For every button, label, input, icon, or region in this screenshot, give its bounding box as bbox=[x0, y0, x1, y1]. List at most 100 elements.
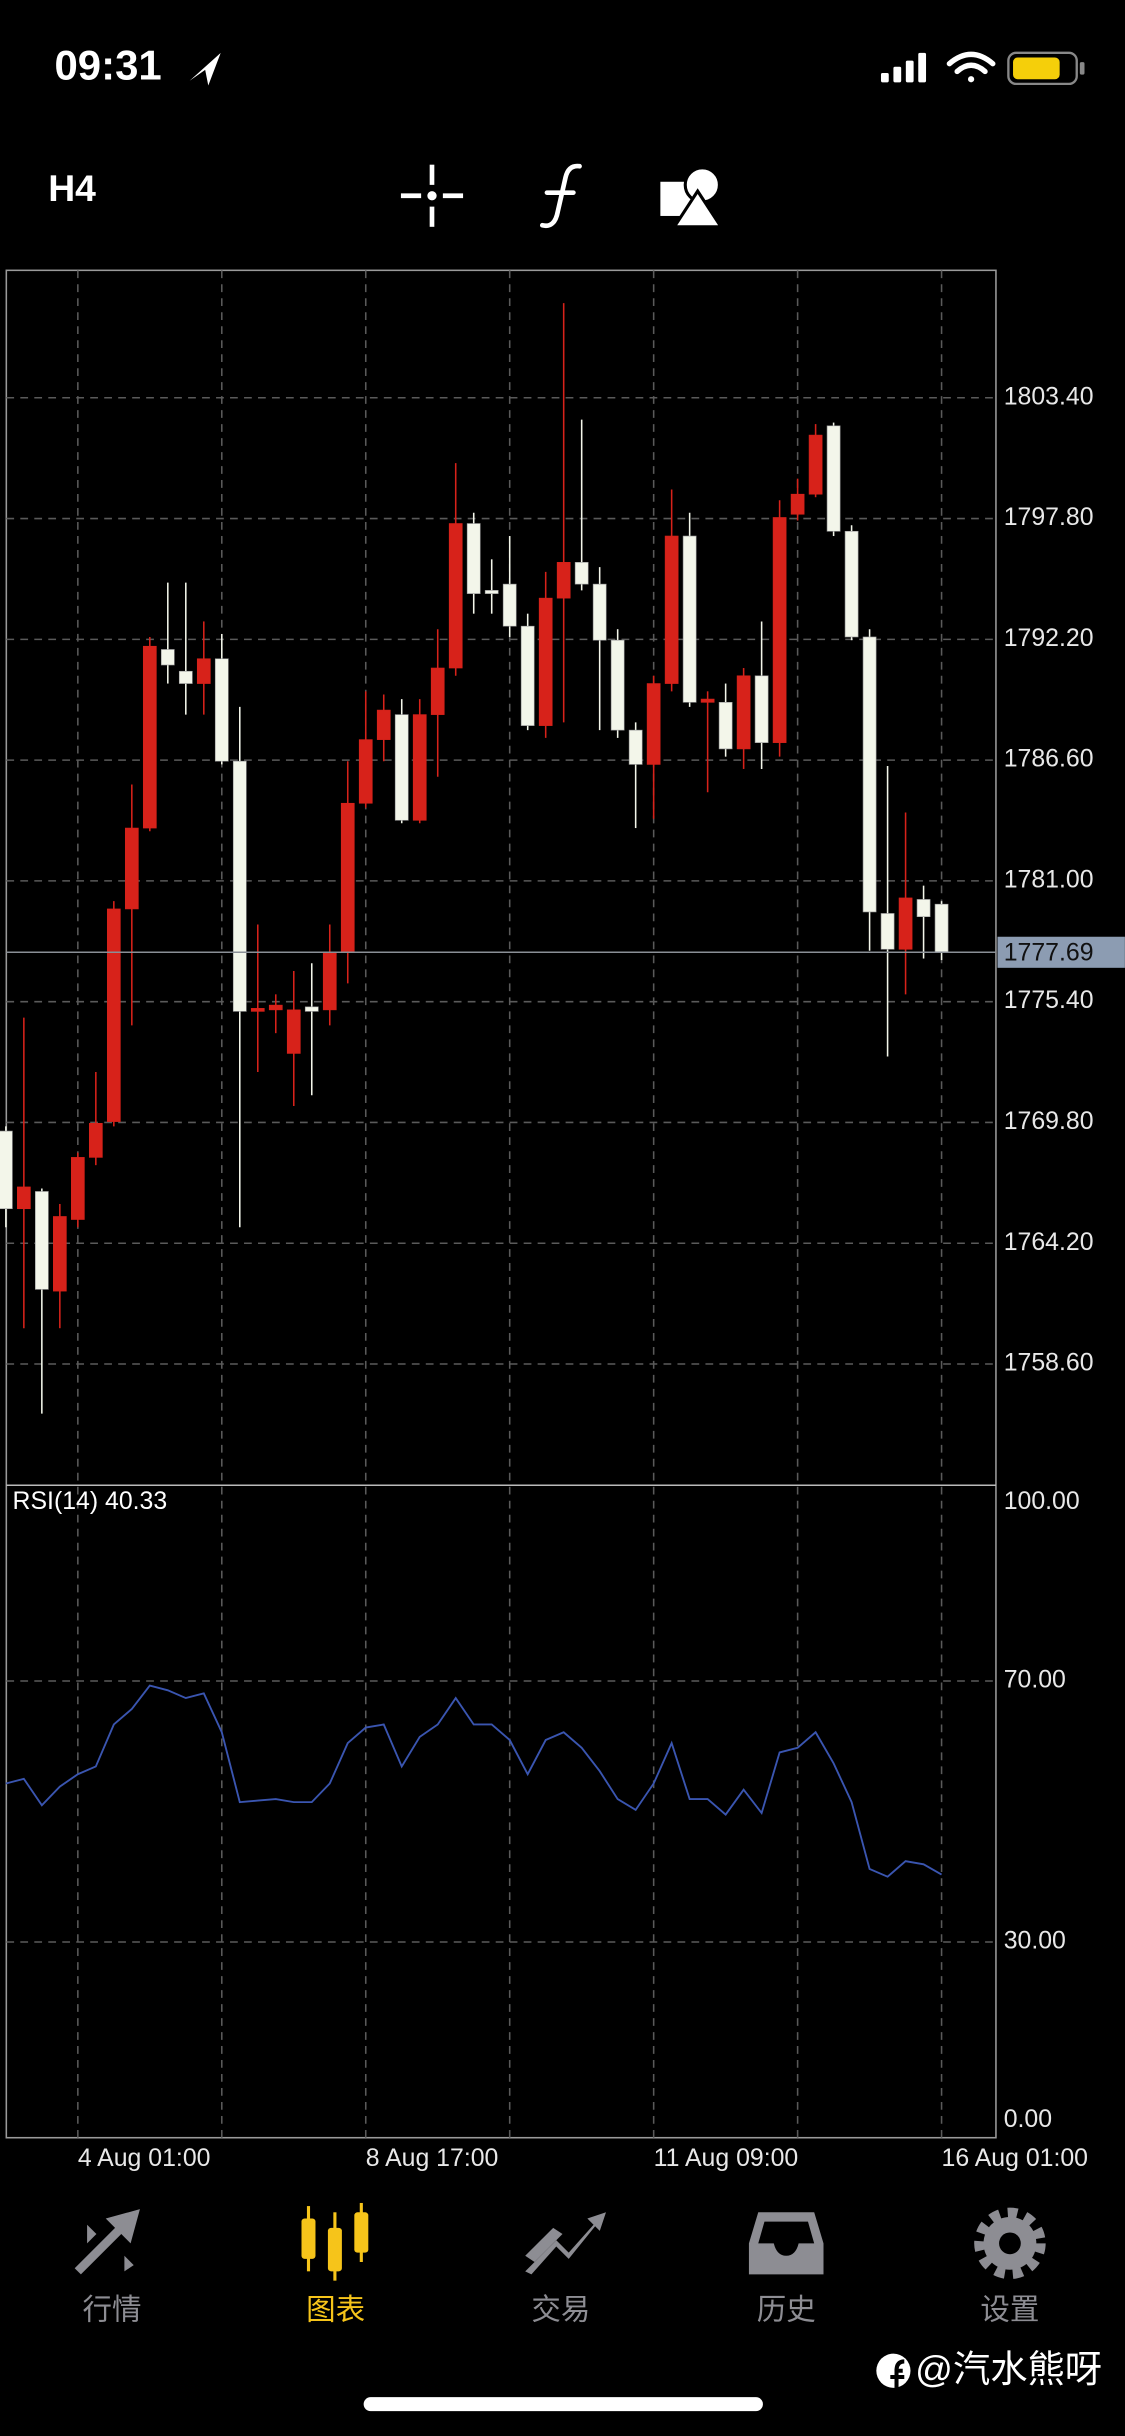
y-tick-label: 1775.40 bbox=[1004, 987, 1094, 1014]
candle-body bbox=[628, 729, 643, 765]
candle-body bbox=[754, 675, 769, 743]
battery-icon bbox=[1007, 51, 1085, 86]
candle-body bbox=[790, 493, 805, 515]
x-tick-label: 4 Aug 01:00 bbox=[78, 2145, 211, 2172]
candle-body bbox=[376, 709, 391, 740]
y-tick-label: 1792.20 bbox=[1004, 625, 1094, 652]
candle-body bbox=[718, 702, 733, 750]
candle-body bbox=[70, 1157, 85, 1220]
candle-body bbox=[340, 802, 355, 953]
tab-icon-settings[interactable] bbox=[974, 2207, 1046, 2280]
candle-body bbox=[53, 1216, 67, 1292]
y-tick-label: 1764.20 bbox=[1004, 1229, 1094, 1256]
candle-body bbox=[844, 530, 859, 638]
tab-icon-chart[interactable] bbox=[301, 2202, 369, 2281]
timeframe-button[interactable]: H4 bbox=[48, 167, 96, 209]
candle-body bbox=[214, 658, 229, 762]
candle-body bbox=[916, 899, 931, 918]
candle-body bbox=[0, 1130, 13, 1210]
wifi-icon bbox=[946, 51, 996, 83]
tab-label[interactable]: 设置 bbox=[980, 2294, 1039, 2327]
candle-body bbox=[934, 903, 949, 953]
tab-label[interactable]: 历史 bbox=[757, 2294, 816, 2327]
tab-label[interactable]: 交易 bbox=[531, 2294, 590, 2327]
candle-body bbox=[736, 675, 751, 750]
y-tick-label: 1797.80 bbox=[1004, 504, 1094, 531]
candle-body bbox=[196, 658, 211, 684]
candle-body bbox=[17, 1186, 31, 1210]
candle-body bbox=[880, 913, 895, 950]
candle-body bbox=[610, 639, 625, 731]
candle-body bbox=[520, 625, 535, 726]
candle-body bbox=[772, 517, 787, 743]
candle-body bbox=[358, 739, 373, 804]
tab-labels: 行情 图表 交易 历史 设置 bbox=[82, 2294, 1039, 2327]
candle-body bbox=[826, 425, 841, 532]
tab-icon-history[interactable] bbox=[748, 2212, 824, 2275]
crosshair-button[interactable] bbox=[400, 164, 464, 227]
x-tick-label: 11 Aug 09:00 bbox=[654, 2145, 799, 2172]
y-tick-label: 70.00 bbox=[1004, 1667, 1066, 1694]
status-time: 09:31 bbox=[54, 41, 161, 88]
y-tick-label: 30.00 bbox=[1004, 1928, 1066, 1955]
x-tick-label: 8 Aug 17:00 bbox=[366, 2145, 499, 2172]
tab-label[interactable]: 行情 bbox=[82, 2294, 141, 2327]
candle-body bbox=[35, 1191, 49, 1290]
candle-body bbox=[448, 523, 463, 669]
watermark-icon-glyph bbox=[890, 2359, 905, 2388]
home-indicator bbox=[363, 2397, 763, 2412]
candle-body bbox=[142, 645, 157, 829]
plot-layer bbox=[0, 303, 996, 1878]
last-price-label: 1777.69 bbox=[1004, 939, 1094, 966]
tab-icon-trade[interactable] bbox=[525, 2212, 606, 2275]
watermark: @汽水熊呀 bbox=[915, 2348, 1102, 2390]
candle-body bbox=[106, 908, 121, 1122]
tab-icon-quotes[interactable] bbox=[74, 2209, 140, 2275]
label-layer: 4 Aug 01:00 8 Aug 17:00 11 Aug 09:00 16 Aug… bbox=[78, 383, 1125, 2172]
candle-body bbox=[664, 535, 679, 684]
candle-body bbox=[700, 698, 715, 703]
indicator-line bbox=[5, 1684, 943, 1878]
candle-body bbox=[808, 434, 823, 495]
candle-body bbox=[430, 667, 445, 715]
y-tick-label: 100.00 bbox=[1004, 1488, 1080, 1515]
y-tick-label: 1803.40 bbox=[1004, 383, 1094, 410]
y-tick-label: 0.00 bbox=[1004, 2106, 1052, 2133]
candle-body bbox=[88, 1123, 103, 1158]
y-tick-label: 1781.00 bbox=[1004, 866, 1094, 893]
y-tick-label: 1758.60 bbox=[1004, 1350, 1094, 1377]
candle-body bbox=[682, 535, 697, 703]
watermark-icon bbox=[876, 2353, 911, 2388]
candle-body bbox=[250, 1008, 265, 1012]
candle-body bbox=[124, 827, 139, 910]
candle-body bbox=[286, 1009, 301, 1054]
candle-body bbox=[484, 590, 499, 594]
candle-body bbox=[646, 683, 661, 765]
candle-body bbox=[898, 897, 913, 950]
indicators-button[interactable] bbox=[539, 163, 582, 229]
candle-body bbox=[322, 951, 337, 1011]
candle-body bbox=[502, 583, 517, 627]
candle-body bbox=[556, 562, 571, 599]
candle-body bbox=[466, 523, 481, 594]
candle-body bbox=[574, 562, 589, 585]
y-tick-label: 1769.80 bbox=[1004, 1108, 1094, 1135]
candle-body bbox=[538, 597, 553, 726]
indicator-title: RSI(14) 40.33 bbox=[13, 1488, 168, 1515]
candle-body bbox=[232, 760, 247, 1012]
location-icon bbox=[189, 52, 221, 86]
candle-body bbox=[160, 649, 175, 666]
signal-icon bbox=[880, 52, 927, 83]
x-tick-label: 16 Aug 01:00 bbox=[942, 2145, 1088, 2172]
candle-body bbox=[412, 714, 427, 821]
tab-label[interactable]: 图表 bbox=[306, 2294, 365, 2327]
candle-body bbox=[592, 583, 607, 641]
last-price-box bbox=[997, 936, 1125, 968]
candle-body bbox=[178, 670, 193, 684]
y-tick-label: 1786.60 bbox=[1004, 746, 1094, 773]
candle-body bbox=[268, 1004, 283, 1011]
objects-button[interactable] bbox=[660, 166, 724, 229]
